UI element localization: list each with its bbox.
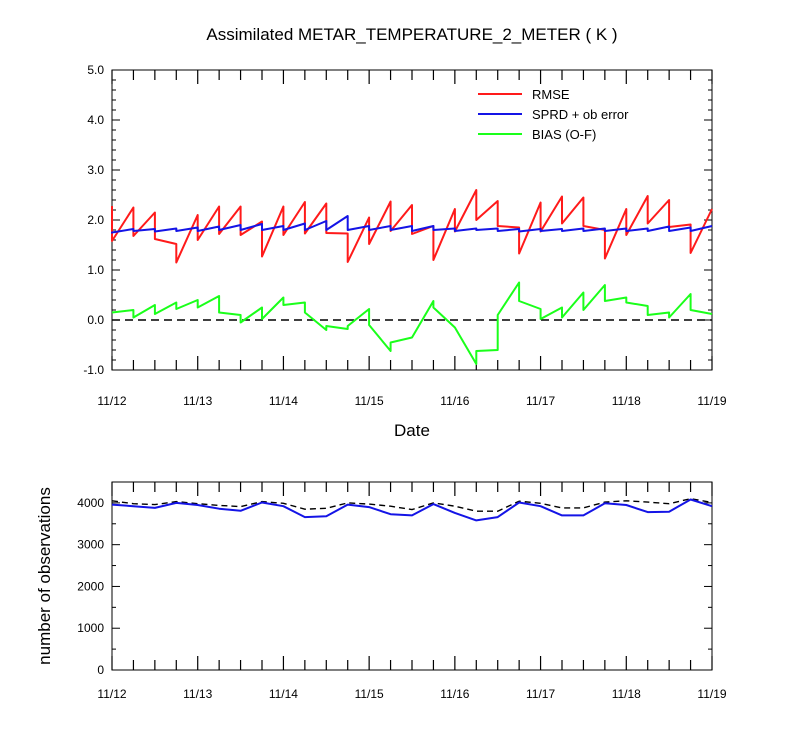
chart-title: Assimilated METAR_TEMPERATURE_2_METER ( … <box>206 25 617 44</box>
x-tick-label: 11/19 <box>697 394 726 408</box>
y-tick-label: 5.0 <box>87 63 104 77</box>
x-tick-label: 11/13 <box>183 394 212 408</box>
bottom-plot-area: 11/12 11/13 11/14 11/15 11/16 11/17 11/18 11/19… <box>77 481 727 701</box>
legend-label: SPRD + ob error <box>532 107 629 122</box>
y-tick-label: 2000 <box>77 579 104 593</box>
x-tick-label: 11/16 <box>440 687 469 701</box>
y-tick-label: 4.0 <box>87 113 104 127</box>
x-tick-label: 11/13 <box>183 687 212 701</box>
x-tick-label: 11/16 <box>440 394 469 408</box>
top-chart: Assimilated METAR_TEMPERATURE_2_METER ( … <box>83 25 727 440</box>
y-tick-label: 1.0 <box>87 263 104 277</box>
y-tick-label: 3000 <box>77 538 104 552</box>
x-tick-label: 11/14 <box>269 687 298 701</box>
x-tick-label: 11/18 <box>612 394 641 408</box>
y-tick-label: 1000 <box>77 621 104 635</box>
x-tick-label: 11/17 <box>526 687 555 701</box>
y-tick-label: 0.0 <box>87 313 104 327</box>
y-tick-label: 4000 <box>77 496 104 510</box>
y-axis-title: number of observations <box>35 487 54 665</box>
x-tick-label: 11/18 <box>612 687 641 701</box>
obs-possible-line <box>111 498 713 512</box>
obs-used-line <box>111 498 713 522</box>
x-tick-label: 11/15 <box>355 394 384 408</box>
x-tick-label: 11/15 <box>355 687 384 701</box>
x-tick-label: 11/14 <box>269 394 298 408</box>
series-line-sprd-ob-error <box>111 215 713 234</box>
bottom-chart: 11/12 11/13 11/14 11/15 11/16 11/17 11/18 11/19… <box>35 481 727 701</box>
x-tick-label: 11/12 <box>97 394 126 408</box>
x-tick-label: 11/19 <box>697 687 726 701</box>
x-axis-title: Date <box>394 421 430 440</box>
legend-label: RMSE <box>532 87 570 102</box>
y-tick-label: 0 <box>97 663 104 677</box>
y-tick-label: 3.0 <box>87 163 104 177</box>
y-tick-label: 2.0 <box>87 213 104 227</box>
legend-label: BIAS (O-F) <box>532 127 596 142</box>
y-tick-label: -1.0 <box>83 363 104 377</box>
x-tick-label: 11/12 <box>97 687 126 701</box>
top-plot-area: 11/12 11/13 11/14 11/15 11/16 11/17 11/18 11/19… <box>83 63 727 408</box>
x-tick-label: 11/17 <box>526 394 555 408</box>
series-line-bias-o-f- <box>111 281 713 365</box>
